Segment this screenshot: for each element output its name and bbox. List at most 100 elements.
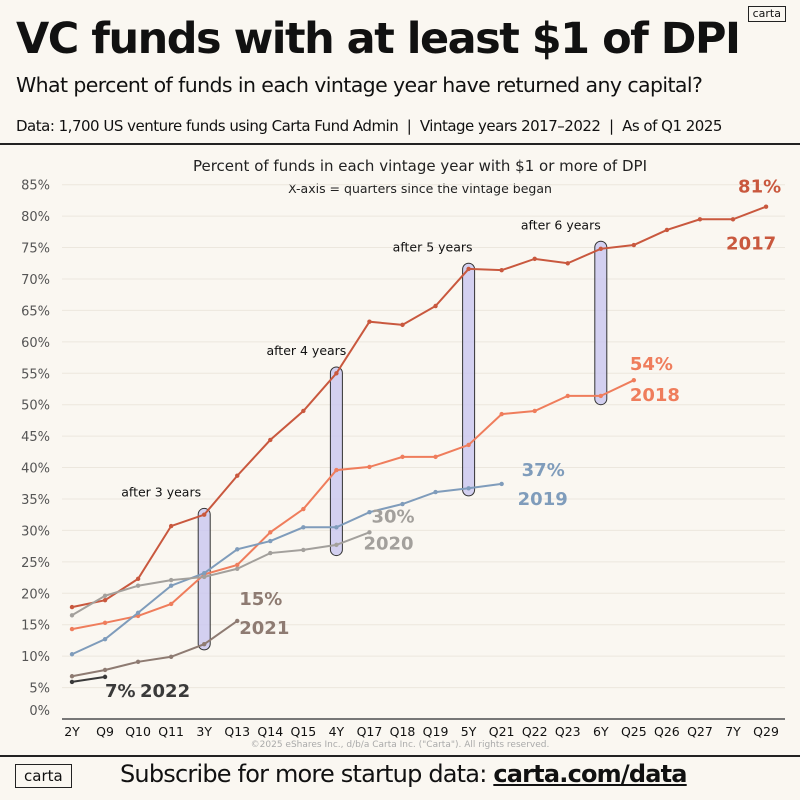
data-point bbox=[69, 613, 75, 618]
data-point bbox=[168, 577, 174, 583]
x-tick-label: Q14 bbox=[257, 724, 283, 739]
data-point bbox=[102, 620, 108, 626]
data-point bbox=[102, 636, 108, 642]
x-tick-label: 4Y bbox=[329, 724, 345, 739]
x-tick-label: Q15 bbox=[290, 724, 316, 739]
carta-logo-top: carta bbox=[747, 6, 786, 22]
data-point bbox=[102, 674, 108, 680]
header-divider bbox=[0, 143, 800, 145]
data-point bbox=[168, 654, 174, 659]
series-name-label: 2022 bbox=[140, 681, 190, 702]
line-chart: Percent of funds in each vintage year wi… bbox=[21, 157, 785, 739]
x-tick-label: Q11 bbox=[158, 724, 184, 739]
x-tick-label: Q13 bbox=[224, 724, 250, 739]
series-end-label: 15% bbox=[239, 589, 282, 610]
data-point bbox=[135, 576, 141, 582]
data-point bbox=[202, 570, 207, 576]
y-tick-label: 50% bbox=[21, 399, 50, 414]
data-point bbox=[69, 679, 75, 685]
data-point bbox=[466, 266, 471, 272]
data-point bbox=[367, 530, 372, 535]
series-name-label: 2017 bbox=[726, 234, 776, 255]
data-point bbox=[433, 454, 438, 460]
x-tick-label: Q26 bbox=[654, 724, 680, 739]
data-point bbox=[499, 481, 504, 487]
x-tick-label: Q10 bbox=[125, 724, 151, 739]
data-point bbox=[499, 411, 504, 417]
data-point bbox=[69, 674, 75, 679]
series-name-label: 2021 bbox=[239, 618, 289, 639]
data-point bbox=[268, 530, 273, 535]
y-tick-label: 30% bbox=[21, 524, 50, 539]
series-line-2018 bbox=[71, 379, 635, 631]
carta-data-link[interactable]: carta.com/data bbox=[493, 760, 687, 788]
series-end-label: 37% bbox=[522, 460, 565, 481]
data-point bbox=[69, 626, 75, 632]
highlight-band bbox=[462, 262, 476, 497]
data-point bbox=[235, 618, 240, 624]
data-point bbox=[301, 408, 306, 414]
series-end-label: 30% bbox=[371, 506, 414, 527]
x-tick-label: Q9 bbox=[96, 724, 114, 739]
data-point bbox=[466, 442, 471, 448]
copyright: ©2025 eShares Inc., d/b/a Carta Inc. ("C… bbox=[250, 740, 550, 750]
carta-logo-footer: carta bbox=[15, 764, 72, 788]
footer-divider bbox=[0, 755, 800, 757]
x-tick-label: 2Y bbox=[64, 724, 80, 739]
y-tick-label: 45% bbox=[21, 430, 50, 445]
annotation-label: after 5 years bbox=[393, 239, 473, 254]
data-point bbox=[168, 523, 174, 529]
data-point bbox=[202, 512, 207, 517]
y-tick-label: 20% bbox=[21, 587, 50, 602]
y-tick-label: 85% bbox=[21, 179, 50, 194]
highlight-band bbox=[594, 240, 608, 406]
data-point bbox=[168, 601, 174, 607]
chart-title: Percent of funds in each vintage year wi… bbox=[193, 157, 647, 175]
data-point bbox=[135, 610, 141, 615]
y-tick-label: 60% bbox=[21, 336, 50, 351]
data-point bbox=[202, 574, 207, 580]
series-name-label: 2020 bbox=[363, 533, 413, 554]
footer-cta: Subscribe for more startup data: carta.c… bbox=[120, 760, 688, 788]
data-point bbox=[334, 467, 339, 473]
data-point bbox=[268, 437, 273, 443]
x-tick-label: Q22 bbox=[522, 724, 548, 739]
data-point bbox=[268, 538, 273, 544]
data-point bbox=[763, 204, 769, 209]
data-point bbox=[631, 377, 637, 383]
series-line-2021 bbox=[71, 620, 238, 678]
highlight-band bbox=[329, 366, 343, 557]
x-tick-label: 6Y bbox=[593, 724, 609, 739]
data-point bbox=[168, 583, 174, 588]
data-point bbox=[532, 408, 537, 414]
x-tick-label: Q19 bbox=[423, 724, 449, 739]
data-point bbox=[202, 641, 207, 647]
x-tick-label: Q23 bbox=[555, 724, 581, 739]
data-point bbox=[499, 267, 504, 273]
data-point bbox=[301, 547, 306, 553]
series-end-label: 81% bbox=[738, 177, 781, 198]
data-point bbox=[466, 486, 471, 491]
x-tick-label: Q29 bbox=[753, 724, 779, 739]
data-point bbox=[268, 550, 273, 556]
data-point bbox=[367, 464, 372, 470]
data-point bbox=[631, 242, 637, 248]
x-tick-label: Q18 bbox=[390, 724, 416, 739]
data-point bbox=[334, 525, 339, 530]
data-point bbox=[565, 261, 570, 266]
data-point bbox=[433, 303, 438, 309]
data-point bbox=[102, 597, 108, 603]
data-point bbox=[301, 506, 306, 512]
data-point bbox=[102, 667, 108, 673]
annotation-label: after 4 years bbox=[266, 343, 346, 358]
data-point bbox=[235, 562, 240, 568]
data-point bbox=[400, 454, 405, 460]
data-point bbox=[102, 593, 108, 598]
y-tick-label: 25% bbox=[21, 556, 50, 571]
data-point bbox=[664, 227, 670, 233]
x-tick-label: Q25 bbox=[621, 724, 647, 739]
data-point bbox=[301, 525, 306, 530]
x-tick-label: Q21 bbox=[489, 724, 515, 739]
x-tick-label: Q27 bbox=[687, 724, 713, 739]
data-point bbox=[367, 509, 372, 515]
